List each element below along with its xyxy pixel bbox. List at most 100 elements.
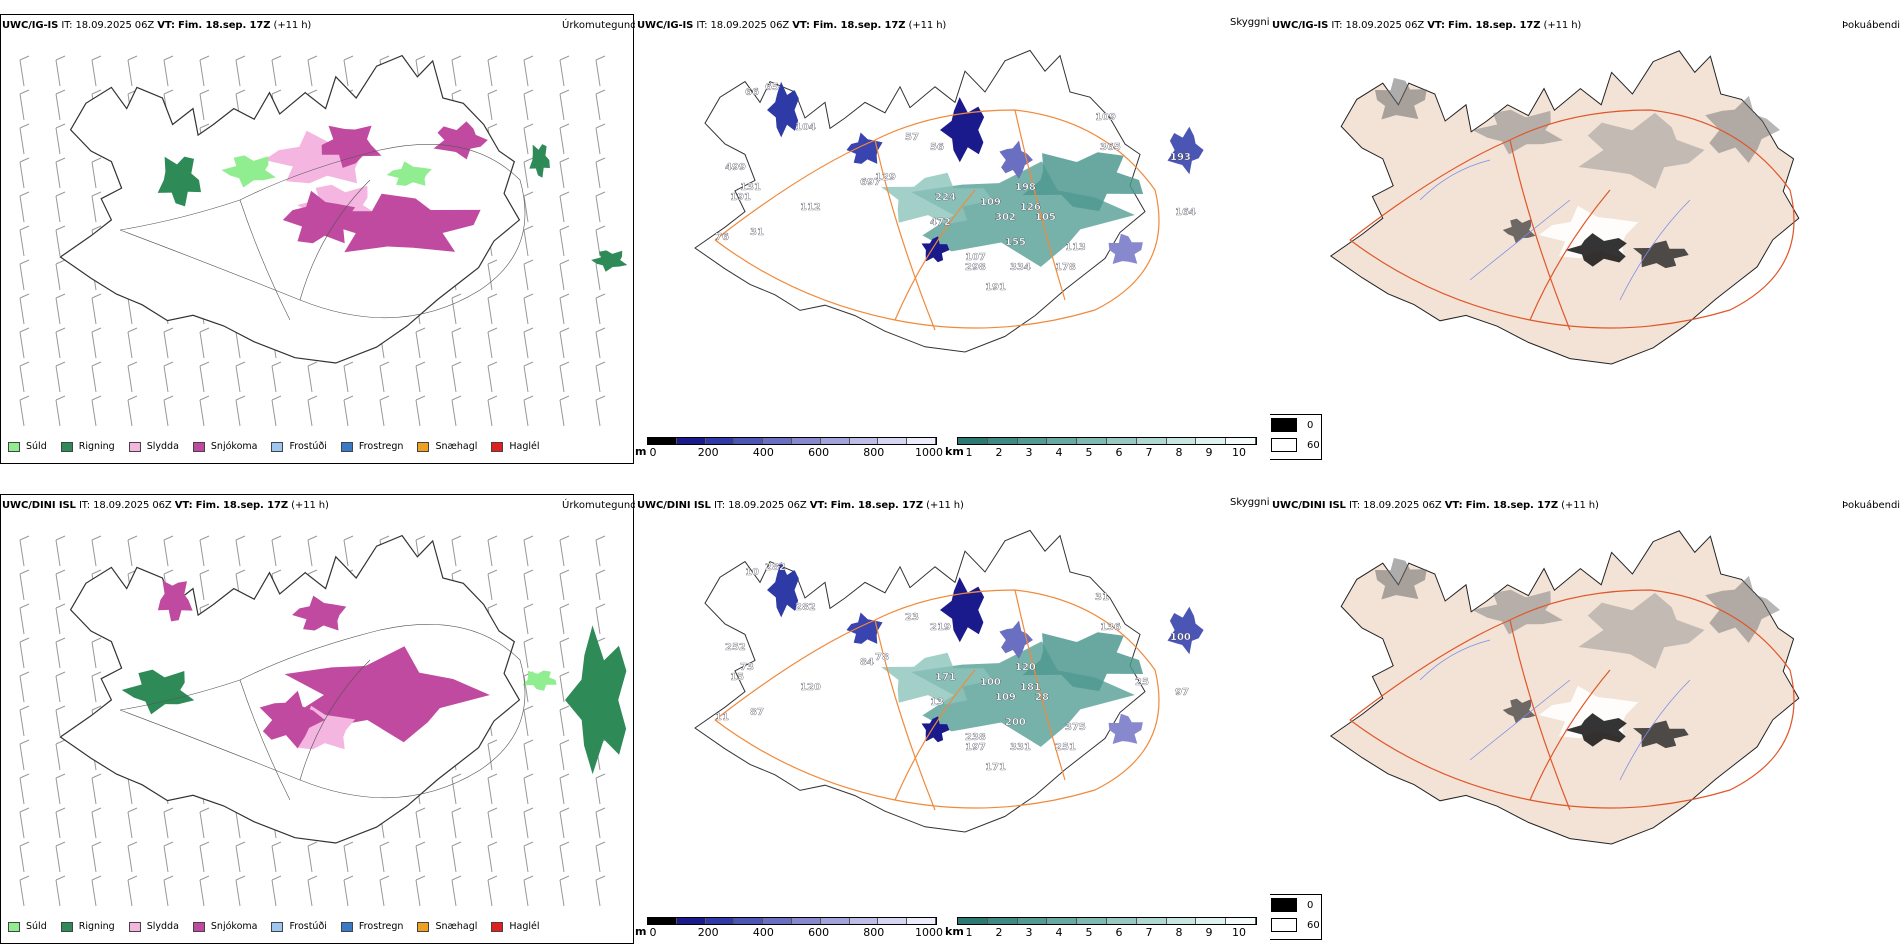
wind-barb-flag xyxy=(91,361,102,367)
ceiling-label: 252 xyxy=(725,642,746,653)
colorbar-tick-label: 1 xyxy=(965,446,973,459)
wind-barb-flag xyxy=(523,157,534,163)
wind-barb-flag xyxy=(19,773,30,779)
wind-barb xyxy=(235,845,241,873)
wind-barb-flag xyxy=(487,569,498,575)
wind-barb-flag xyxy=(163,395,174,401)
wind-barb xyxy=(91,331,97,359)
fog-scale-label: 60 xyxy=(1307,439,1320,451)
wind-barb xyxy=(55,127,61,155)
ceiling-label: 120 xyxy=(1015,662,1036,673)
rain-area xyxy=(157,156,201,207)
colorbar-segment xyxy=(987,438,1018,444)
wind-barb-flag xyxy=(19,395,30,401)
wind-barb xyxy=(55,777,61,805)
wind-barb-flag xyxy=(91,705,102,711)
colorbar-segment xyxy=(648,918,677,924)
ceiling-label: 131 xyxy=(740,182,761,193)
wind-barb-flag xyxy=(487,841,498,847)
wind-barb xyxy=(451,399,457,427)
panel-header: UWC/IG-IS IT: 18.09.2025 06Z VT: Fim. 18… xyxy=(2,20,311,31)
wind-barb-flag xyxy=(379,361,390,367)
panel-header: UWC/DINI ISL IT: 18.09.2025 06Z VT: Fim.… xyxy=(1272,500,1599,511)
wind-barb-flag xyxy=(559,875,570,881)
wind-barb-flag xyxy=(523,191,534,197)
wind-barb-flag xyxy=(271,395,282,401)
wind-barb-flag xyxy=(55,327,66,333)
legend-label: Rigning xyxy=(78,921,115,932)
wind-barb xyxy=(559,743,565,771)
wind-barb-flag xyxy=(55,535,66,541)
wind-barb xyxy=(127,399,133,427)
colorbar-segment xyxy=(1166,918,1197,924)
colorbar-segment xyxy=(907,918,936,924)
wind-barb-flag xyxy=(55,55,66,61)
wind-barb xyxy=(379,399,385,427)
it-label: IT: xyxy=(1348,500,1360,511)
wind-barb-flag xyxy=(595,89,606,95)
wind-barb-flag xyxy=(55,875,66,881)
wind-barb-flag xyxy=(487,395,498,401)
wind-barb xyxy=(595,93,601,121)
wind-barb xyxy=(523,777,529,805)
model-name: UWC/DINI ISL xyxy=(637,500,711,511)
colorbar-tick-label: 7 xyxy=(1145,446,1153,459)
ceiling-label: 109 xyxy=(995,692,1016,703)
ceiling-label: 10 xyxy=(745,567,759,578)
road-network xyxy=(1349,589,1795,811)
wind-barb-flag xyxy=(163,875,174,881)
vt-label: VT: xyxy=(1427,20,1445,31)
visibility-panel-row2: 10 282 282 252 73 15 11 87 120 84 78 23 219 171 13 100 1… xyxy=(635,480,1270,950)
ceiling-areas xyxy=(767,561,1204,744)
fog-scale-label: 0 xyxy=(1307,419,1314,431)
wind-barb-flag xyxy=(199,55,210,61)
wind-barb-flag xyxy=(199,603,210,609)
colorbar-tick-label: 5 xyxy=(1085,926,1093,939)
colorbar-segment xyxy=(676,438,706,444)
road-network xyxy=(119,144,526,321)
wind-barb xyxy=(487,93,493,121)
fog-scale-swatch xyxy=(1271,418,1297,432)
wind-barb xyxy=(55,263,61,291)
wind-barb-flag xyxy=(55,705,66,711)
wind-barb xyxy=(451,331,457,359)
wind-barb-flag xyxy=(19,259,30,265)
wind-barb xyxy=(163,399,169,427)
ceiling-label: 191 xyxy=(730,192,751,203)
wind-barb-flag xyxy=(523,361,534,367)
wind-barb-flag xyxy=(415,395,426,401)
wind-barb xyxy=(487,297,493,325)
legend-label: Snjókoma xyxy=(210,441,258,452)
precip-legend: Súld Rigning Slydda Snjókoma Frostúði Frostre… xyxy=(8,921,554,932)
dense-fog-area xyxy=(1502,698,1536,724)
wind-barb xyxy=(271,539,277,567)
wind-barb-flag xyxy=(595,603,606,609)
wind-barb xyxy=(91,539,97,567)
wind-barb-flag xyxy=(55,671,66,677)
panel-frame xyxy=(0,494,634,944)
colorbar-segment xyxy=(763,438,792,444)
wind-barb-flag xyxy=(559,807,570,813)
colorbar-tick-label: 600 xyxy=(808,446,830,459)
wind-barb xyxy=(595,539,601,567)
wind-barb-flag xyxy=(55,807,66,813)
colorbar-segment xyxy=(878,438,908,444)
wind-barb-flag xyxy=(55,841,66,847)
legend-item: Súld xyxy=(8,441,47,452)
it-label: IT: xyxy=(696,20,708,31)
wind-barb xyxy=(523,607,529,635)
panel-frame xyxy=(0,14,634,464)
wind-barb-flag xyxy=(127,55,138,61)
ceiling-label: 331 xyxy=(1010,742,1031,753)
dense-fog-area xyxy=(1565,713,1627,747)
ceiling-label: 73 xyxy=(740,662,754,673)
low-ceiling-area xyxy=(940,97,985,163)
wind-barb xyxy=(199,93,205,121)
colorbar-segment xyxy=(763,918,792,924)
road-network xyxy=(714,589,1160,811)
wind-barb-flag xyxy=(343,361,354,367)
model-name: UWC/IG-IS xyxy=(637,20,694,31)
wind-barb-flag xyxy=(163,569,174,575)
low-ceiling-area xyxy=(1108,233,1143,264)
